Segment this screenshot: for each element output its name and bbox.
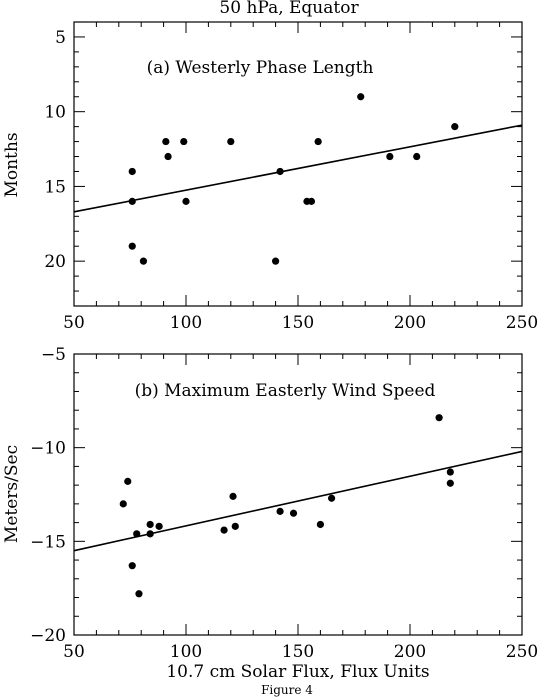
panel-a-data-point (314, 137, 322, 146)
panel-b-data-point (220, 526, 228, 534)
panel-b-points (119, 414, 454, 598)
panel-b-x-axis-title: 10.7 cm Solar Flux, Flux Units (166, 662, 429, 682)
panel-a-data-point (162, 137, 170, 146)
panel-a-data-point (128, 242, 136, 250)
panel-b-y-tick-label: −20 (30, 626, 66, 646)
panel-a-data-point (307, 197, 316, 205)
panel-a-y-tick-label: 20 (44, 252, 66, 272)
panel-b-data-point (133, 530, 141, 538)
panel-b-data-point (435, 414, 443, 422)
panel-b-data-point (316, 520, 324, 529)
figure-caption: Figure 4 (261, 683, 313, 697)
panel-b-x-tick-label: 200 (394, 642, 426, 662)
panel-a-ticks (73, 21, 523, 307)
panel-b-data-point (231, 522, 239, 530)
panel-b-data-point (446, 479, 454, 487)
panel-b-ticks (73, 353, 523, 636)
panel-a-x-tick-label: 150 (282, 313, 314, 333)
panel-a-data-point (357, 93, 365, 101)
panel-a-data-point (413, 152, 421, 161)
panel-b-data-point (276, 507, 284, 515)
panel-a-x-tick-label: 50 (63, 313, 85, 333)
panel-a-data-point (180, 137, 188, 146)
panel-b-data-point (128, 562, 136, 570)
panel-b-y-tick-label: −10 (30, 439, 66, 459)
panel-b-y-tick-label: −15 (30, 532, 66, 552)
panel-a-points (128, 93, 459, 265)
panel-b-data-point (146, 530, 154, 538)
panel-a-data-point (164, 152, 172, 161)
panel-a-y-tick-label: 5 (55, 28, 66, 48)
panel-b-data-point (119, 500, 127, 508)
panel-a-data-point (128, 197, 136, 205)
panel-a-x-tick-label: 200 (394, 313, 426, 333)
panel-a-fit-line-group (73, 124, 523, 213)
panel-b-label: (b) Maximum Easterly Wind Speed (135, 381, 436, 401)
panel-b-fit-line-group (73, 450, 523, 552)
panel-a-y-axis-title: Months (2, 132, 22, 197)
panel-a-data-point (276, 167, 284, 176)
panel-a-data-point (272, 257, 280, 265)
panel-b-data-point (124, 477, 132, 485)
panel-a-x-tick-label: 250 (506, 313, 538, 333)
panel-b-data-point (229, 492, 237, 500)
panel-b-x-tick-label: 250 (506, 642, 538, 662)
panel-b-y-tick-label: −5 (41, 345, 66, 365)
panel-a-y-tick-label: 15 (44, 177, 66, 197)
panel-a-data-point (139, 257, 148, 265)
panel-b-x-tick-label: 150 (282, 642, 314, 662)
panel-a-westerly-phase-length: (a) Westerly Phase Length Months 50 100 15… (2, 21, 538, 333)
panel-a-fit-line (73, 124, 523, 213)
panel-a-data-point (182, 197, 190, 205)
panel-a-x-tick-label: 100 (170, 313, 202, 333)
panel-b-data-point (155, 522, 163, 530)
panel-b-y-axis-title: Meters/Sec (2, 445, 22, 543)
figure-title: 50 hPa, Equator (219, 0, 359, 18)
panel-a-data-point (128, 167, 136, 176)
panel-b-data-point (135, 590, 143, 598)
panel-a-data-point (386, 152, 394, 161)
panel-b-fit-line (73, 450, 523, 552)
panel-a-label: (a) Westerly Phase Length (147, 58, 374, 78)
panel-b-tick-labels: 50 100 150 200 250 −20 −15 −10 −5 (30, 345, 538, 662)
panel-b-x-tick-label: 100 (170, 642, 202, 662)
panel-b-data-point (328, 494, 336, 502)
panel-b-data-point (146, 520, 154, 529)
panel-a-data-point (227, 137, 235, 146)
panel-b-max-easterly-wind-speed: (b) Maximum Easterly Wind Speed Meters/S… (2, 345, 538, 682)
panel-b-x-tick-label: 50 (63, 642, 85, 662)
panel-a-tick-labels: 50 100 150 200 250 5 10 15 20 (44, 28, 538, 333)
panel-a-data-point (451, 123, 459, 131)
panel-a-y-tick-label: 10 (44, 103, 66, 123)
panel-b-data-point (289, 509, 298, 517)
panel-b-data-point (446, 468, 454, 476)
